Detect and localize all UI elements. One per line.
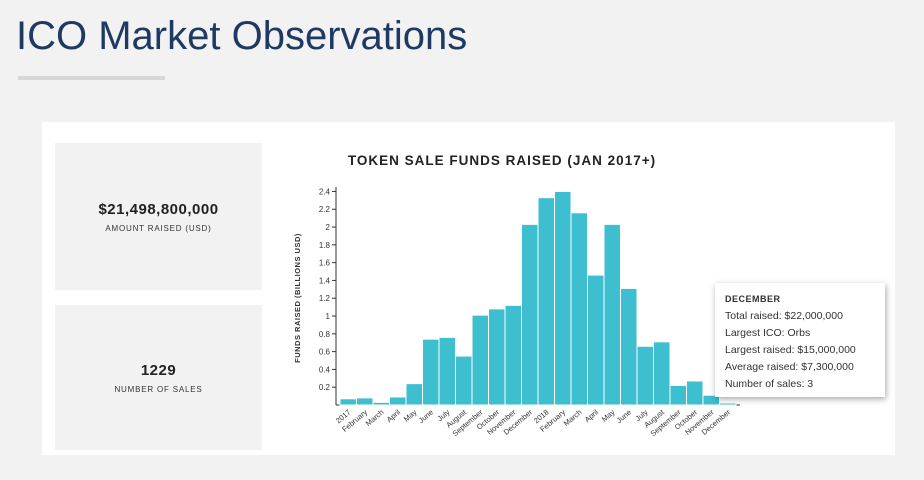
stat-card: 1229 NUMBER OF SALES: [55, 305, 262, 450]
y-tick-label: 1.8: [319, 241, 331, 250]
bar: [636, 345, 654, 406]
bar: [405, 383, 423, 406]
y-tick-label: 1.2: [319, 294, 331, 303]
tooltip: DECEMBER Total raised: $22,000,000 Larges…: [715, 283, 885, 397]
tooltip-line: Largest ICO: Orbs: [725, 327, 811, 339]
tooltip-line: Largest raised: $15,000,000: [725, 344, 856, 356]
y-tick-label: 0.8: [319, 330, 331, 339]
stat-card: $21,498,800,000 AMOUNT RAISED (USD): [55, 143, 262, 290]
bar: [339, 398, 357, 406]
bar: [570, 212, 588, 406]
bar: [702, 394, 720, 406]
tooltip-title: DECEMBER: [725, 294, 781, 304]
y-tick-label: 0.4: [319, 365, 331, 374]
bar: [504, 304, 522, 406]
y-tick-label: 2: [326, 223, 331, 232]
x-tick-label: March: [562, 408, 584, 428]
bar: [521, 223, 539, 406]
x-tick-label: June: [615, 408, 633, 425]
title-underline: [18, 76, 165, 80]
x-tick-label: March: [364, 408, 386, 428]
bar: [669, 384, 687, 406]
y-tick-label: 0.6: [319, 348, 331, 357]
bar: [389, 396, 407, 406]
bar: [537, 197, 555, 406]
x-tick-label: May: [402, 407, 419, 423]
bar: [372, 401, 390, 406]
tooltip-line: Average raised: $7,300,000: [725, 361, 854, 373]
bar: [554, 190, 572, 406]
bar: [438, 336, 456, 406]
tooltip-line: Number of sales: 3: [725, 378, 814, 390]
y-tick-label: 2.2: [319, 205, 331, 214]
stat-value: $21,498,800,000: [98, 201, 219, 218]
bar: [653, 341, 671, 406]
bar: [356, 397, 374, 406]
stat-label: NUMBER OF SALES: [114, 385, 203, 394]
y-tick-label: 1.4: [319, 276, 331, 285]
x-tick-label: June: [417, 408, 435, 425]
bar: [587, 274, 605, 406]
y-tick-label: 2.4: [319, 187, 331, 196]
stat-value: 1229: [140, 362, 177, 379]
bar: [471, 314, 489, 406]
y-tick-label: 0.2: [319, 383, 331, 392]
bar: [719, 402, 737, 406]
bar: [488, 308, 506, 406]
chart-title: TOKEN SALE FUNDS RAISED (JAN 2017+): [348, 153, 656, 168]
bar: [422, 338, 440, 406]
y-tick-label: 1.6: [319, 259, 331, 268]
y-tick-label: 1: [326, 312, 331, 321]
x-tick-label: April: [385, 407, 403, 424]
x-tick-label: April: [583, 407, 601, 424]
bar: [620, 287, 638, 406]
bar: [455, 355, 473, 406]
x-tick-label: May: [600, 407, 617, 423]
stat-label: AMOUNT RAISED (USD): [105, 224, 212, 233]
y-axis-label: FUNDS RAISED (BILLIONS USD): [293, 233, 302, 363]
bar: [686, 380, 704, 406]
tooltip-line: Total raised: $22,000,000: [725, 310, 843, 322]
page-title: ICO Market Observations: [16, 14, 468, 58]
bar: [603, 223, 621, 406]
